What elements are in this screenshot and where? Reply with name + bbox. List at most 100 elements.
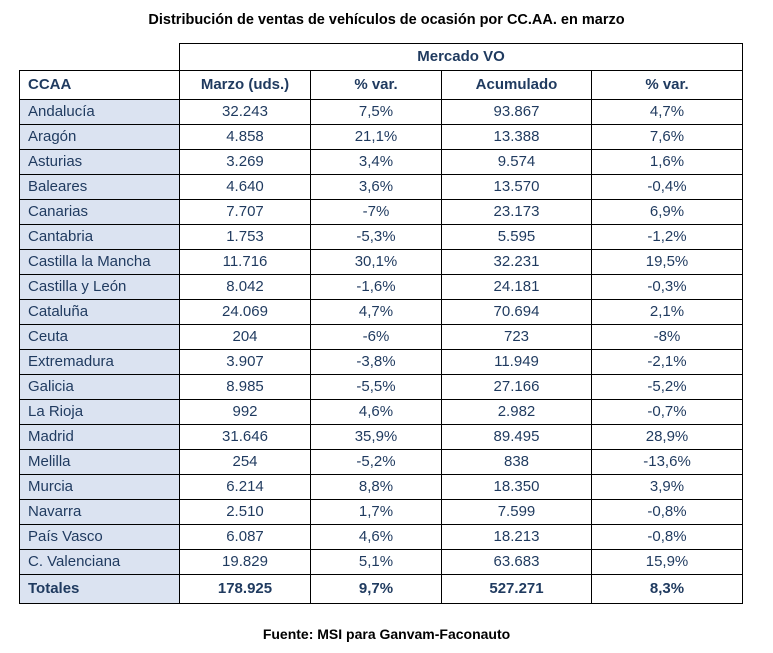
- region-name-cell: Cataluña: [19, 299, 180, 325]
- acumulado-cell: 63.683: [441, 549, 592, 575]
- region-name-cell: La Rioja: [19, 399, 180, 425]
- marzo-units-cell: 3.907: [179, 349, 311, 375]
- region-name-cell: Castilla y León: [19, 274, 180, 300]
- region-name-cell: Extremadura: [19, 349, 180, 375]
- marzo-units-cell: 24.069: [179, 299, 311, 325]
- var-marzo-cell: 3,4%: [310, 149, 442, 175]
- var-marzo-cell: 1,7%: [310, 499, 442, 525]
- var-acumulado-cell: -0,8%: [590, 524, 744, 550]
- column-header-var-marzo: % var.: [310, 70, 442, 100]
- var-marzo-cell: 5,1%: [310, 549, 442, 575]
- var-acumulado-cell: -13,6%: [590, 449, 744, 475]
- table-title: Distribución de ventas de vehículos de o…: [148, 12, 625, 28]
- acumulado-cell: 5.595: [441, 224, 592, 250]
- source-note: Fuente: MSI para Ganvam-Faconauto: [262, 626, 511, 642]
- var-marzo-cell: 21,1%: [310, 124, 442, 150]
- acumulado-cell: 13.388: [441, 124, 592, 150]
- table-row: Extremadura 3.907 -3,8% 11.949 -2,1%: [19, 349, 744, 375]
- acumulado-cell: 9.574: [441, 149, 592, 175]
- marzo-units-cell: 6.214: [179, 474, 311, 500]
- marzo-units-cell: 254: [179, 449, 311, 475]
- totals-label: Totales: [19, 574, 180, 604]
- var-marzo-cell: 35,9%: [310, 424, 442, 450]
- acumulado-cell: 18.350: [441, 474, 592, 500]
- table-row: Asturias 3.269 3,4% 9.574 1,6%: [19, 149, 744, 175]
- column-header-ccaa: CCAA: [19, 70, 180, 100]
- marzo-units-cell: 4.858: [179, 124, 311, 150]
- marzo-units-cell: 8.985: [179, 374, 311, 400]
- table-row: Madrid 31.646 35,9% 89.495 28,9%: [19, 424, 744, 450]
- var-acumulado-cell: 2,1%: [590, 299, 744, 325]
- acumulado-cell: 89.495: [441, 424, 592, 450]
- acumulado-cell: 32.231: [441, 249, 592, 275]
- var-acumulado-cell: 28,9%: [590, 424, 744, 450]
- column-header-row: CCAA Marzo (uds.) % var. Acumulado % var…: [19, 70, 744, 100]
- marzo-units-cell: 6.087: [179, 524, 311, 550]
- region-name-cell: Murcia: [19, 474, 180, 500]
- acumulado-cell: 7.599: [441, 499, 592, 525]
- var-acumulado-cell: -0,3%: [590, 274, 744, 300]
- region-name-cell: Aragón: [19, 124, 180, 150]
- acumulado-cell: 838: [441, 449, 592, 475]
- marzo-units-cell: 7.707: [179, 199, 311, 225]
- marzo-units-cell: 31.646: [179, 424, 311, 450]
- acumulado-cell: 11.949: [441, 349, 592, 375]
- var-acumulado-cell: 19,5%: [590, 249, 744, 275]
- table-row: Andalucía 32.243 7,5% 93.867 4,7%: [19, 99, 744, 125]
- acumulado-cell: 723: [441, 324, 592, 350]
- totals-marzo: 178.925: [179, 574, 311, 604]
- var-acumulado-cell: 6,9%: [590, 199, 744, 225]
- var-acumulado-cell: -0,4%: [590, 174, 744, 200]
- table-row: Canarias 7.707 -7% 23.173 6,9%: [19, 199, 744, 225]
- var-acumulado-cell: 7,6%: [590, 124, 744, 150]
- marzo-units-cell: 3.269: [179, 149, 311, 175]
- marzo-units-cell: 204: [179, 324, 311, 350]
- table-row: Melilla 254 -5,2% 838 -13,6%: [19, 449, 744, 475]
- table-row: Castilla la Mancha 11.716 30,1% 32.231 19,5%: [19, 249, 744, 275]
- marzo-units-cell: 992: [179, 399, 311, 425]
- table-row: Ceuta 204 -6% 723 -8%: [19, 324, 744, 350]
- marzo-units-cell: 4.640: [179, 174, 311, 200]
- region-name-cell: Castilla la Mancha: [19, 249, 180, 275]
- table-row: Galicia 8.985 -5,5% 27.166 -5,2%: [19, 374, 744, 400]
- marzo-units-cell: 8.042: [179, 274, 311, 300]
- acumulado-cell: 70.694: [441, 299, 592, 325]
- region-name-cell: Ceuta: [19, 324, 180, 350]
- table-row: C. Valenciana 19.829 5,1% 63.683 15,9%: [19, 549, 744, 575]
- table-row: Aragón 4.858 21,1% 13.388 7,6%: [19, 124, 744, 150]
- table-row: Castilla y León 8.042 -1,6% 24.181 -0,3%: [19, 274, 744, 300]
- marzo-units-cell: 1.753: [179, 224, 311, 250]
- region-name-cell: Baleares: [19, 174, 180, 200]
- region-name-cell: Galicia: [19, 374, 180, 400]
- var-marzo-cell: -5,3%: [310, 224, 442, 250]
- var-acumulado-cell: 1,6%: [590, 149, 744, 175]
- region-name-cell: Canarias: [19, 199, 180, 225]
- table-row: País Vasco 6.087 4,6% 18.213 -0,8%: [19, 524, 744, 550]
- var-marzo-cell: 7,5%: [310, 99, 442, 125]
- marzo-units-cell: 2.510: [179, 499, 311, 525]
- var-marzo-cell: 30,1%: [310, 249, 442, 275]
- acumulado-cell: 27.166: [441, 374, 592, 400]
- var-acumulado-cell: -5,2%: [590, 374, 744, 400]
- var-acumulado-cell: -2,1%: [590, 349, 744, 375]
- table-row: Navarra 2.510 1,7% 7.599 -0,8%: [19, 499, 744, 525]
- acumulado-cell: 2.982: [441, 399, 592, 425]
- acumulado-cell: 93.867: [441, 99, 592, 125]
- column-header-acumulado: Acumulado: [441, 70, 592, 100]
- var-acumulado-cell: -1,2%: [590, 224, 744, 250]
- var-marzo-cell: -5,5%: [310, 374, 442, 400]
- var-marzo-cell: -1,6%: [310, 274, 442, 300]
- acumulado-cell: 24.181: [441, 274, 592, 300]
- table-row: La Rioja 992 4,6% 2.982 -0,7%: [19, 399, 744, 425]
- table-row: Cataluña 24.069 4,7% 70.694 2,1%: [19, 299, 744, 325]
- var-acumulado-cell: -0,7%: [590, 399, 744, 425]
- var-marzo-cell: -3,8%: [310, 349, 442, 375]
- region-name-cell: Madrid: [19, 424, 180, 450]
- var-marzo-cell: 4,7%: [310, 299, 442, 325]
- region-name-cell: Cantabria: [19, 224, 180, 250]
- acumulado-cell: 13.570: [441, 174, 592, 200]
- var-acumulado-cell: -0,8%: [590, 499, 744, 525]
- var-marzo-cell: 3,6%: [310, 174, 442, 200]
- totals-row: Totales 178.925 9,7% 527.271 8,3%: [19, 574, 744, 604]
- var-marzo-cell: -5,2%: [310, 449, 442, 475]
